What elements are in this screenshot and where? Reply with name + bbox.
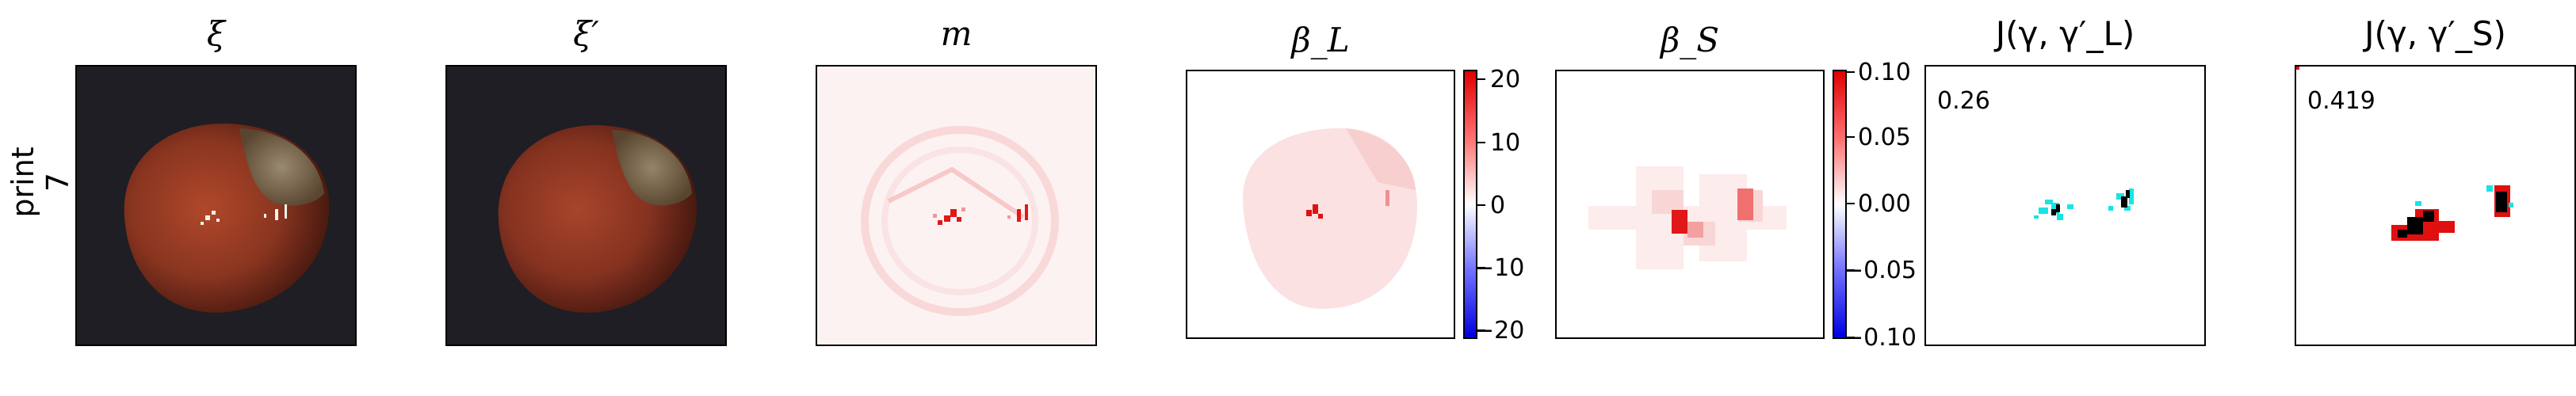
- tickmark: [1477, 142, 1485, 143]
- tickmark: [1847, 337, 1855, 338]
- hazelnut-image: [124, 123, 330, 313]
- image-beta-l: [1186, 70, 1455, 339]
- image-xi-prime: [445, 65, 727, 346]
- colorbar-l-tick: 10: [1490, 129, 1521, 157]
- colorbar-l-tick: 0: [1490, 192, 1506, 219]
- tickmark: [1477, 329, 1485, 331]
- title-beta-s: β_S: [1660, 21, 1720, 59]
- colorbar-s-tick: 0.10: [1858, 59, 1911, 86]
- difference-map: [861, 126, 1059, 316]
- beta-l-map: [1243, 128, 1417, 309]
- tickmark: [1477, 78, 1485, 80]
- score-s: 0.419: [2307, 87, 2375, 115]
- image-j-l: 0.26: [1924, 65, 2206, 346]
- title-j-l: J(γ, γ′_L): [1995, 14, 2135, 53]
- overlap-map-s: [2296, 67, 2513, 241]
- tickmark: [1847, 136, 1855, 138]
- colorbar-s-tick: −0.10: [1844, 324, 1917, 352]
- beta-s-map: [1588, 166, 1787, 269]
- tickmark: [1847, 269, 1855, 271]
- hazelnut-reconstruction: [498, 124, 698, 313]
- colorbar-beta-s: [1833, 70, 1847, 339]
- colorbar-s-tick: 0.00: [1858, 190, 1911, 218]
- overlap-map-l: [2034, 188, 2134, 220]
- row-label-line2: 7: [40, 172, 75, 192]
- colorbar-l-tick: 20: [1490, 66, 1521, 93]
- colorbar-l-tick: −20: [1474, 317, 1525, 345]
- image-j-s: 0.419: [2295, 65, 2576, 346]
- tickmark: [1477, 267, 1485, 268]
- title-xi-prime: ξ′: [573, 14, 599, 53]
- title-beta-l: β_L: [1291, 21, 1350, 59]
- colorbar-l-tick: −10: [1474, 254, 1525, 282]
- image-beta-s: [1555, 70, 1825, 339]
- title-j-s: J(γ, γ′_S): [2364, 14, 2506, 53]
- tickmark: [1847, 203, 1855, 204]
- title-xi: ξ: [206, 14, 226, 53]
- title-m: m: [940, 14, 973, 53]
- colorbar-beta-l: [1463, 70, 1477, 339]
- colorbar-s-tick: −0.05: [1844, 257, 1917, 284]
- image-xi: [75, 65, 357, 346]
- row-label-line1: print: [6, 147, 40, 218]
- tickmark: [1477, 204, 1485, 206]
- tickmark: [1847, 71, 1855, 73]
- row-label: print 7: [6, 127, 75, 238]
- image-m: [816, 65, 1097, 346]
- score-l: 0.26: [1937, 87, 1990, 115]
- colorbar-s-tick: 0.05: [1858, 124, 1911, 151]
